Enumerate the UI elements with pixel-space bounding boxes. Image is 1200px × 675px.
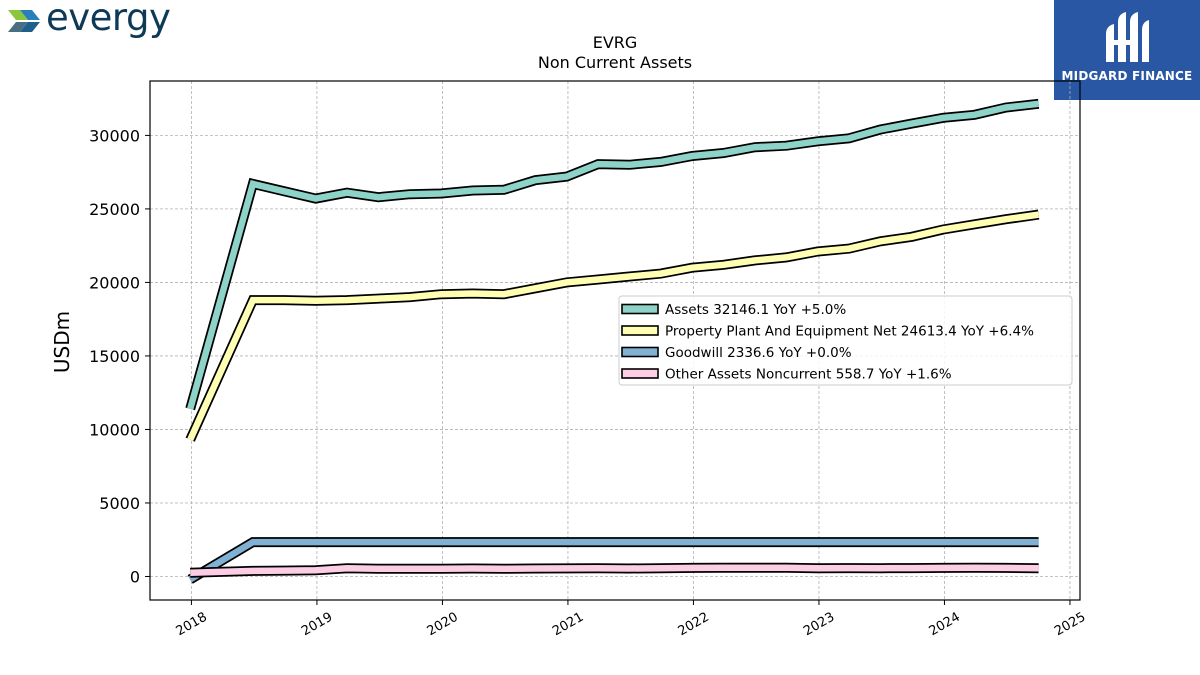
legend: Assets 32146.1 YoY +5.0% Property Plant A… (618, 295, 1073, 386)
plot-frame (149, 80, 1081, 601)
series-line (187, 211, 1040, 442)
y-tick-label: 20000 (89, 273, 140, 292)
legend-label: Goodwill 2336.6 YoY +0.0% (665, 345, 852, 361)
legend-swatch (621, 346, 659, 358)
y-tick-label: 0 (130, 567, 140, 586)
y-tick-label: 5000 (99, 494, 140, 513)
x-tick-label: 2025 (1052, 610, 1088, 640)
x-tick-label: 2022 (676, 610, 712, 640)
y-tick-label: 30000 (89, 126, 140, 145)
x-tick-label: 2021 (550, 610, 586, 640)
y-tick-label: 15000 (89, 347, 140, 366)
x-tick-label: 2020 (425, 610, 461, 640)
series-line (187, 100, 1039, 410)
midgard-finance-logo: MIDGARD FINANCE (1054, 0, 1200, 100)
evergy-logo-icon (8, 10, 40, 32)
legend-label: Other Assets Noncurrent 558.7 YoY +1.6% (665, 367, 952, 383)
legend-label: Assets 32146.1 YoY +5.0% (665, 302, 846, 318)
y-tick-label: 25000 (89, 200, 140, 219)
y-axis-label: USDm (50, 311, 74, 373)
x-tick-label: 2023 (801, 610, 837, 640)
x-tick-label: 2019 (299, 610, 335, 640)
evergy-logo: evergy (6, 0, 196, 46)
midgard-logo-icon (1106, 12, 1149, 62)
legend-swatch (621, 368, 659, 379)
legend-box (618, 295, 1073, 386)
y-tick-label: 10000 (89, 420, 140, 439)
x-tick-label: 2024 (927, 610, 963, 640)
evergy-logo-text: evergy (46, 0, 171, 39)
series-line (188, 538, 1039, 583)
legend-label: Property Plant And Equipment Net 24613.4… (665, 324, 1034, 340)
series-line (190, 564, 1039, 577)
chart-subtitle: Non Current Assets (538, 53, 692, 72)
x-tick-label: 2018 (174, 610, 210, 640)
chart-title: EVRG (593, 33, 638, 52)
series-layer (185, 98, 1040, 584)
legend-swatch (621, 303, 659, 315)
axis-ticks: 0 5000 10000 15000 20000 25000 30000 2018 2019 20… (89, 126, 1088, 639)
legend-swatch (621, 325, 659, 336)
brand-name: MIDGARD FINANCE (1061, 69, 1193, 83)
